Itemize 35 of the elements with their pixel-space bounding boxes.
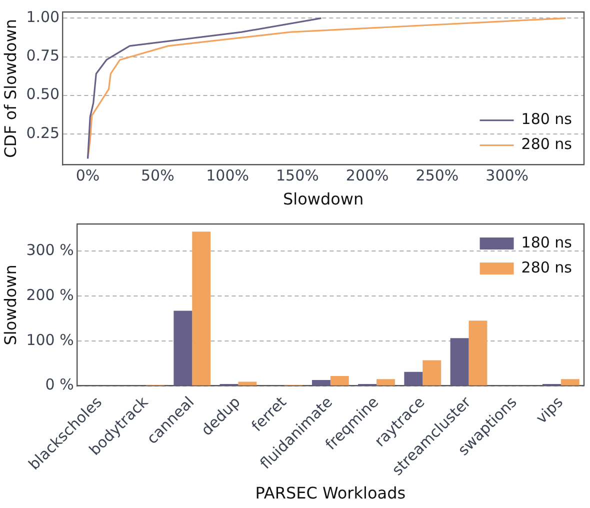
y-tick-label: 200 % — [26, 286, 74, 304]
y-axis-title: Slowdown — [0, 264, 20, 346]
x-tick-label: vips — [532, 392, 567, 428]
y-tick-label: 0.75 — [26, 46, 60, 65]
y-tick-label: 100 % — [26, 330, 74, 349]
bar — [238, 382, 257, 386]
x-tick-label: 200% — [346, 166, 389, 185]
x-tick-label: 150% — [276, 166, 319, 185]
bar — [174, 310, 192, 386]
legend-label: 180 ns — [521, 110, 572, 128]
legend-label: 280 ns — [521, 258, 572, 276]
y-axis-title: CDF of Slowdown — [0, 18, 20, 158]
y-tick-label: 1.00 — [26, 8, 60, 26]
bar — [560, 379, 580, 386]
bar — [422, 360, 442, 386]
y-tick-label: 0.50 — [26, 85, 60, 104]
bar — [376, 379, 395, 386]
legend-label: 180 ns — [521, 233, 572, 252]
bar — [450, 338, 469, 386]
y-tick-label: 0 % — [45, 376, 74, 394]
y-tick-label: 0.25 — [26, 124, 60, 142]
y-tick-label: 300 % — [26, 240, 74, 259]
bar — [404, 372, 423, 386]
x-tick-label: 50% — [140, 166, 174, 185]
x-tick-label: 100% — [206, 166, 249, 185]
x-tick-label: 300% — [486, 166, 529, 185]
x-axis-title: Slowdown — [282, 190, 364, 209]
bar — [468, 320, 488, 386]
x-tick-label: 0% — [76, 166, 100, 185]
legend-label: 280 ns — [521, 135, 572, 154]
x-axis-title: PARSEC Workloads — [255, 484, 406, 503]
x-tick-label: 250% — [416, 166, 459, 185]
bar — [312, 380, 330, 386]
bar — [192, 232, 211, 386]
bar — [330, 376, 349, 386]
